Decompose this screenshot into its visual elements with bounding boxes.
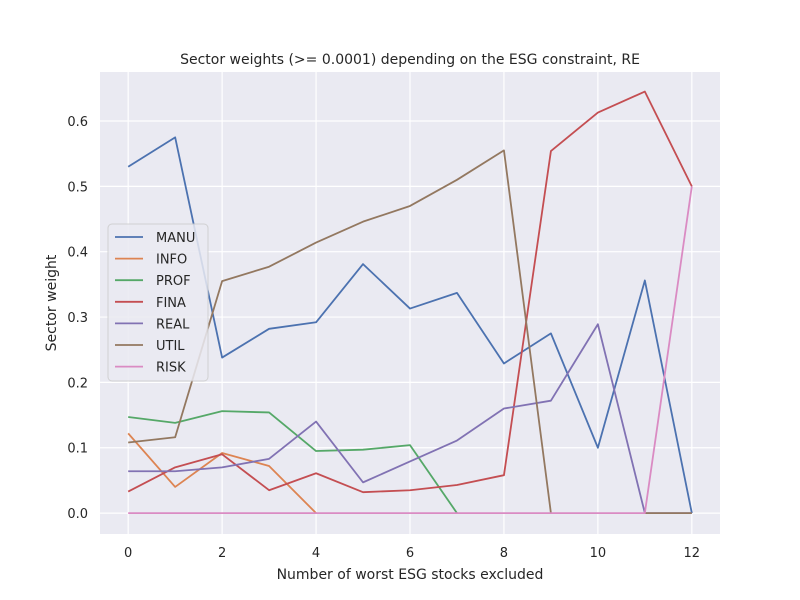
x-tick-label: 8 bbox=[500, 546, 508, 561]
legend-label-risk: RISK bbox=[156, 361, 186, 376]
x-tick-label: 4 bbox=[312, 546, 320, 561]
series-line-real bbox=[128, 323, 692, 514]
y-tick-label: 0.2 bbox=[67, 376, 88, 391]
series-line-fina bbox=[127, 90, 693, 494]
legend-label-prof: PROF bbox=[156, 274, 191, 289]
y-axis-label: Sector weight bbox=[44, 254, 60, 351]
series-line-risk bbox=[128, 186, 693, 514]
y-tick-label: 0.6 bbox=[67, 115, 88, 130]
legend-box bbox=[107, 223, 209, 382]
y-tick-label: 0.5 bbox=[67, 180, 88, 195]
legend: MANU INFO PROF FINA REAL UTIL RISK bbox=[107, 223, 209, 382]
series-line-manu bbox=[127, 136, 693, 514]
series-line-prof bbox=[128, 410, 458, 514]
y-tick-labels: 0.0 0.1 0.2 0.3 0.4 0.5 0.6 bbox=[67, 115, 88, 522]
legend-label-util: UTIL bbox=[156, 339, 185, 354]
x-tick-label: 12 bbox=[684, 546, 701, 561]
series-lines bbox=[127, 90, 693, 514]
legend-label-real: REAL bbox=[156, 317, 190, 332]
y-tick-label: 0.3 bbox=[67, 311, 88, 326]
chart-title: Sector weights (>= 0.0001) depending on … bbox=[180, 52, 640, 68]
y-tick-label: 0.1 bbox=[67, 442, 88, 457]
x-tick-label: 2 bbox=[218, 546, 226, 561]
x-tick-label: 10 bbox=[590, 546, 607, 561]
legend-label-fina: FINA bbox=[156, 296, 186, 311]
y-tick-label: 0.0 bbox=[67, 507, 88, 522]
x-tick-labels: 0 2 4 6 8 10 12 bbox=[124, 546, 700, 561]
x-axis-label: Number of worst ESG stocks excluded bbox=[277, 567, 544, 583]
y-tick-label: 0.4 bbox=[67, 246, 88, 261]
legend-label-info: INFO bbox=[156, 253, 187, 268]
legend-label-manu: MANU bbox=[156, 231, 195, 246]
x-tick-label: 6 bbox=[406, 546, 414, 561]
series-line-info bbox=[127, 432, 317, 514]
x-tick-label: 0 bbox=[124, 546, 132, 561]
